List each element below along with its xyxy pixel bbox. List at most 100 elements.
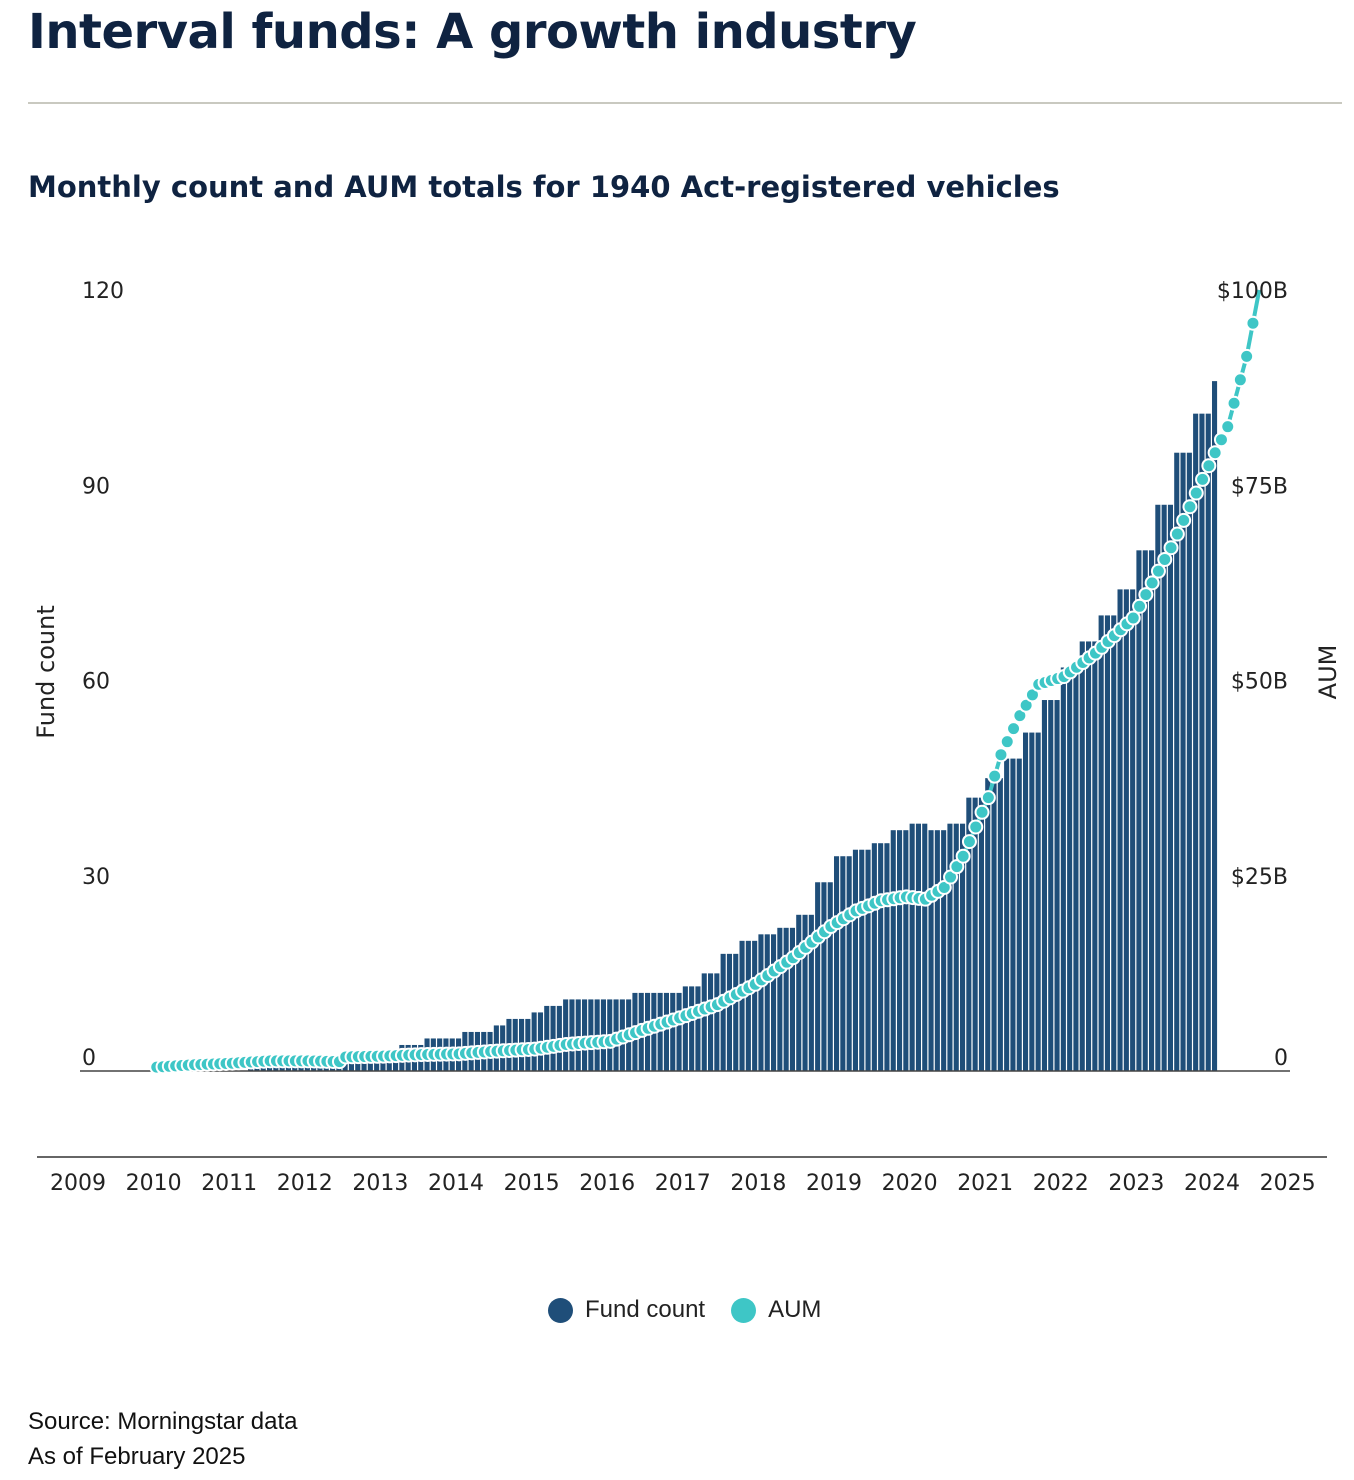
fund-count-bar xyxy=(884,843,890,1071)
legend-fund-count: Fund count xyxy=(548,1296,705,1324)
fund-count-bar xyxy=(840,856,846,1071)
x-tick-label: 2021 xyxy=(957,1171,1013,1196)
aum-point xyxy=(1201,458,1217,474)
fund-count-bar xyxy=(1023,732,1029,1071)
x-tick-label: 2025 xyxy=(1260,1171,1316,1196)
left-tick-label: 0 xyxy=(82,1046,96,1071)
x-tick-label: 2020 xyxy=(882,1171,938,1196)
fund-count-bar xyxy=(922,823,928,1071)
fund-count-bar xyxy=(1016,758,1022,1071)
aum-point xyxy=(1188,485,1204,501)
fund-count-bar xyxy=(909,823,915,1071)
aum-point xyxy=(1239,348,1255,364)
aum-point xyxy=(1144,575,1160,591)
fund-count-bars xyxy=(248,381,1218,1072)
fund-count-bar xyxy=(789,927,795,1071)
fund-count-bar xyxy=(569,999,575,1071)
x-tick-label: 2022 xyxy=(1033,1171,1089,1196)
as-of-note: As of February 2025 xyxy=(28,1443,246,1470)
fund-count-bar xyxy=(960,823,966,1071)
left-tick-label: 120 xyxy=(82,279,124,304)
fund-count-bar xyxy=(991,778,997,1072)
aum-point xyxy=(1125,610,1141,626)
fund-count-bar xyxy=(897,830,903,1071)
fund-count-bar xyxy=(1086,641,1092,1071)
x-tick-label: 2014 xyxy=(428,1171,484,1196)
x-tick-label: 2009 xyxy=(50,1171,106,1196)
fund-count-bar xyxy=(865,849,871,1071)
aum-point xyxy=(1232,372,1248,388)
fund-count-bar xyxy=(1136,550,1142,1071)
fund-count-bar xyxy=(985,778,991,1072)
fund-count-bar xyxy=(1004,758,1010,1071)
fund-count-bar xyxy=(972,797,978,1071)
aum-point xyxy=(1207,445,1223,461)
fund-count-bar xyxy=(934,830,940,1071)
aum-point xyxy=(961,834,977,850)
fund-count-bar xyxy=(663,992,669,1071)
aum-point xyxy=(974,804,990,820)
aum-point xyxy=(1213,432,1229,448)
left-axis-title: Fund count xyxy=(32,605,60,739)
fund-count-bar xyxy=(1186,452,1192,1072)
fund-count-bar xyxy=(1079,641,1085,1071)
x-tick-label: 2010 xyxy=(126,1171,182,1196)
aum-point xyxy=(1182,499,1198,515)
fund-count-bar xyxy=(859,849,865,1071)
fund-count-bar xyxy=(1067,667,1073,1071)
fund-count-bar xyxy=(846,856,852,1071)
left-axis-ticks: 0 30 60 90 120 xyxy=(82,279,124,1071)
fund-count-bar xyxy=(1098,615,1104,1071)
fund-count-bar xyxy=(1010,758,1016,1071)
fund-count-bar xyxy=(947,823,953,1071)
aum-point xyxy=(1006,721,1022,737)
aum-point xyxy=(1176,512,1192,528)
fund-count-bar xyxy=(903,830,909,1071)
fund-count-bar xyxy=(708,973,714,1072)
fund-count-bar xyxy=(928,830,934,1071)
fund-count-bar xyxy=(802,914,808,1071)
page-title: Interval funds: A growth industry xyxy=(28,4,917,60)
fund-count-bar xyxy=(966,797,972,1071)
x-tick-label: 2018 xyxy=(730,1171,786,1196)
fund-count-bar xyxy=(953,823,959,1071)
aum-point xyxy=(987,768,1003,784)
title-divider xyxy=(28,102,1342,104)
x-tick-label: 2019 xyxy=(806,1171,862,1196)
fund-count-bar xyxy=(701,973,707,1072)
fund-count-bar xyxy=(1111,615,1117,1071)
fund-count-bar xyxy=(714,973,720,1072)
aum-point xyxy=(1163,540,1179,556)
fund-count-bar xyxy=(1073,667,1079,1071)
fund-count-bar xyxy=(815,882,821,1071)
fund-count-bar xyxy=(941,830,947,1071)
aum-point xyxy=(1157,551,1173,567)
aum-series xyxy=(149,289,1262,1075)
fund-count-bar xyxy=(1029,732,1035,1071)
fund-count-bar xyxy=(1117,589,1123,1071)
aum-point xyxy=(1245,315,1261,331)
chart-legend: Fund count AUM xyxy=(548,1296,847,1324)
fund-count-bar xyxy=(676,992,682,1071)
aum-point xyxy=(1132,598,1148,614)
fund-count-bar xyxy=(1149,550,1155,1071)
fund-count-bar xyxy=(1035,732,1041,1071)
right-tick-label: 0 xyxy=(1274,1046,1288,1071)
fund-count-bar xyxy=(682,986,688,1071)
right-tick-label: $100B xyxy=(1217,279,1288,304)
x-axis-ticks: 2009 2010 2011 2012 2013 2014 2015 2016 2017 2018… xyxy=(50,1171,1316,1196)
fund-count-bar xyxy=(745,940,751,1071)
fund-count-bar xyxy=(1180,452,1186,1072)
fund-count-bar xyxy=(544,1005,550,1071)
aum-point xyxy=(1195,471,1211,487)
x-tick-label: 2015 xyxy=(504,1171,560,1196)
fund-count-bar xyxy=(689,986,695,1071)
fund-count-bar xyxy=(1060,667,1066,1071)
fund-count-bar xyxy=(1155,504,1161,1071)
aum-point xyxy=(1169,526,1185,542)
fund-count-bar xyxy=(1104,615,1110,1071)
source-note: Source: Morningstar data xyxy=(28,1408,298,1435)
x-tick-label: 2016 xyxy=(579,1171,635,1196)
fund-count-bar xyxy=(834,856,840,1071)
